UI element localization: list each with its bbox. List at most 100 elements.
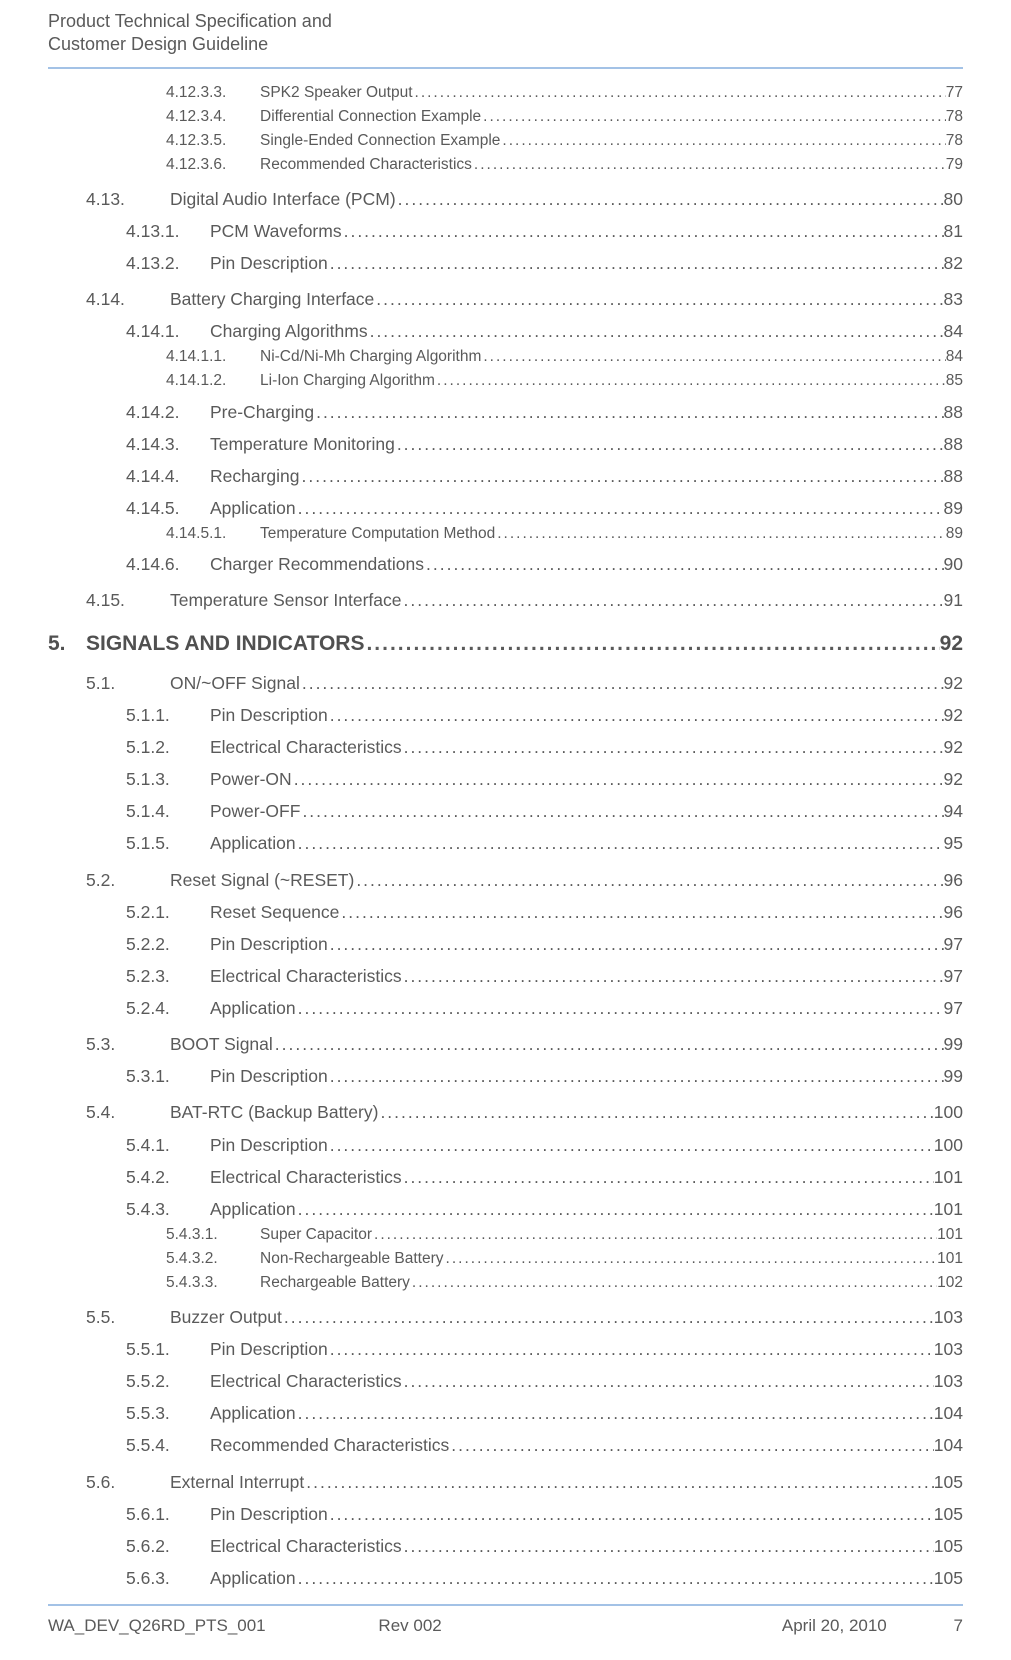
toc-page: 102 <box>937 1271 963 1295</box>
toc-number: 5.1.3. <box>126 766 210 793</box>
toc-page: 99 <box>944 1063 963 1090</box>
toc-title: Non-Rechargeable Battery <box>260 1247 444 1271</box>
toc-entry: 5.2.Reset Signal (~RESET)...............… <box>86 867 963 894</box>
toc-number: 4.13.1. <box>126 218 210 245</box>
toc-leader-dots: ........................................… <box>500 129 945 153</box>
toc-page: 83 <box>944 286 963 313</box>
toc-number: 4.14.2. <box>126 399 210 426</box>
footer-page-number: 7 <box>887 1616 963 1636</box>
toc-title: Temperature Monitoring <box>210 431 395 458</box>
toc-page: 78 <box>946 129 963 153</box>
toc-title: Recommended Characteristics <box>210 1432 449 1459</box>
toc-entry: 5.5.3.Application.......................… <box>126 1400 963 1427</box>
toc-page: 84 <box>946 345 963 369</box>
toc-page: 77 <box>946 81 963 105</box>
toc-entry: 5.4.2.Electrical Characteristics........… <box>126 1164 963 1191</box>
toc-leader-dots: ........................................… <box>282 1304 934 1331</box>
toc-entry: 5.2.4.Application.......................… <box>126 995 963 1022</box>
toc-title: Application <box>210 1400 296 1427</box>
toc-entry: 4.14.4.Recharging ......................… <box>126 463 963 490</box>
toc-page: 97 <box>944 995 963 1022</box>
toc-entry: 4.13.Digital Audio Interface (PCM)......… <box>86 186 963 213</box>
toc-title: Ni-Cd/Ni-Mh Charging Algorithm <box>260 345 481 369</box>
toc-number: 5.1.1. <box>126 702 210 729</box>
toc-entry: 5.2.3.Electrical Characteristics........… <box>126 963 963 990</box>
toc-leader-dots: ........................................… <box>296 995 944 1022</box>
toc-number: 4.12.3.5. <box>166 129 260 153</box>
toc-title: Application <box>210 1196 296 1223</box>
toc-entry: 5.6.External Interrupt..................… <box>86 1469 963 1496</box>
toc-title: Pin Description <box>210 702 328 729</box>
toc-entry: 4.12.3.3.SPK2 Speaker Output............… <box>166 81 963 105</box>
toc-number: 4.12.3.6. <box>166 153 260 177</box>
page-footer: WA_DEV_Q26RD_PTS_001 Rev 002 April 20, 2… <box>48 1604 963 1636</box>
toc-leader-dots: ........................................… <box>354 867 943 894</box>
toc-title: PCM Waveforms <box>210 218 342 245</box>
toc-entry: 5.SIGNALS AND INDICATORS................… <box>48 628 963 661</box>
toc-number: 4.12.3.3. <box>166 81 260 105</box>
toc-number: 4.14.6. <box>126 551 210 578</box>
toc-leader-dots: ........................................… <box>372 1223 937 1247</box>
toc-leader-dots: ........................................… <box>328 1336 934 1363</box>
toc-leader-dots: ........................................… <box>328 1132 934 1159</box>
toc-leader-dots: ........................................… <box>304 1469 934 1496</box>
toc-page: 97 <box>944 931 963 958</box>
toc-entry: 4.12.3.4.Differential Connection Example… <box>166 105 963 129</box>
toc-page: 100 <box>934 1099 963 1126</box>
toc-entry: 5.2.2.Pin Description ..................… <box>126 931 963 958</box>
toc-number: 5.1.4. <box>126 798 210 825</box>
toc-title: Electrical Characteristics <box>210 1164 402 1191</box>
toc-number: 5.4.3.1. <box>166 1223 260 1247</box>
toc-leader-dots: ........................................… <box>424 551 944 578</box>
toc-page: 92 <box>944 734 963 761</box>
header-line-2: Customer Design Guideline <box>48 33 963 56</box>
toc-entry: 5.5.Buzzer Output.......................… <box>86 1304 963 1331</box>
toc-title: Application <box>210 830 296 857</box>
toc-number: 5.2.3. <box>126 963 210 990</box>
toc-number: 5.4.3. <box>126 1196 210 1223</box>
toc-title: Application <box>210 1565 296 1592</box>
toc-title: Rechargeable Battery <box>260 1271 410 1295</box>
toc-number: 4.13. <box>86 186 170 213</box>
toc-number: 4.13.2. <box>126 250 210 277</box>
toc-page: 88 <box>944 399 963 426</box>
toc-page: 78 <box>946 105 963 129</box>
toc-number: 5.1. <box>86 670 170 697</box>
toc-page: 97 <box>944 963 963 990</box>
footer-date: April 20, 2010 <box>556 1616 886 1636</box>
toc-entry: 5.4.1.Pin Description ..................… <box>126 1132 963 1159</box>
footer-rev: Rev 002 <box>378 1616 556 1636</box>
toc-title: Pin Description <box>210 1063 328 1090</box>
toc-number: 5. <box>48 628 86 661</box>
toc-page: 90 <box>944 551 963 578</box>
toc-page: 92 <box>944 766 963 793</box>
toc-entry: 5.6.1.Pin Description ..................… <box>126 1501 963 1528</box>
toc-leader-dots: ........................................… <box>481 105 946 129</box>
toc-leader-dots: ........................................… <box>472 153 946 177</box>
toc-leader-dots: ........................................… <box>296 1400 934 1427</box>
toc-title: Power-OFF <box>210 798 300 825</box>
toc-title: Recharging <box>210 463 300 490</box>
toc-title: Digital Audio Interface (PCM) <box>170 186 396 213</box>
toc-title: Pin Description <box>210 1132 328 1159</box>
page-header: Product Technical Specification and Cust… <box>48 10 963 69</box>
toc-entry: 5.5.2.Electrical Characteristics........… <box>126 1368 963 1395</box>
toc-entry: 4.13.1.PCM Waveforms....................… <box>126 218 963 245</box>
toc-title: Application <box>210 995 296 1022</box>
toc-number: 5.5.4. <box>126 1432 210 1459</box>
toc-leader-dots: ........................................… <box>273 1031 944 1058</box>
toc-page: 100 <box>934 1132 963 1159</box>
toc-number: 5.6.1. <box>126 1501 210 1528</box>
toc-page: 96 <box>944 867 963 894</box>
toc-leader-dots: ........................................… <box>296 495 944 522</box>
toc-entry: 5.1.4.Power-OFF.........................… <box>126 798 963 825</box>
toc-leader-dots: ........................................… <box>396 186 944 213</box>
toc-page: 99 <box>944 1031 963 1058</box>
toc-entry: 4.14.5.1.Temperature Computation Method … <box>166 522 963 546</box>
toc-leader-dots: ........................................… <box>300 798 943 825</box>
toc-entry: 5.4.3.Application.......................… <box>126 1196 963 1223</box>
toc-entry: 4.15.Temperature Sensor Interface ......… <box>86 587 963 614</box>
toc-title: Differential Connection Example <box>260 105 481 129</box>
toc-leader-dots: ........................................… <box>402 1533 934 1560</box>
toc-number: 5.6.3. <box>126 1565 210 1592</box>
